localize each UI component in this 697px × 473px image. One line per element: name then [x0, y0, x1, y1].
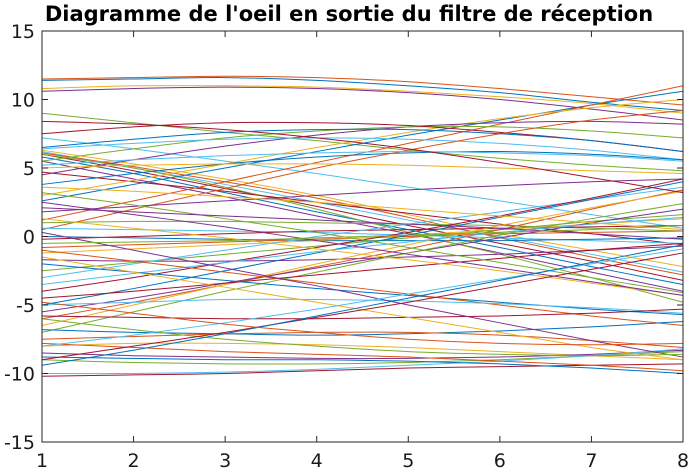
x-tick-label: 2: [128, 450, 140, 472]
eye-trace: [41, 192, 684, 294]
eye-trace: [41, 99, 684, 196]
y-tick-label: 0: [23, 227, 35, 249]
eye-trace: [41, 218, 684, 296]
x-tick-label: 5: [402, 450, 414, 472]
eye-trace: [41, 85, 684, 221]
eye-trace: [41, 356, 684, 374]
eye-trace: [41, 77, 684, 111]
eye-trace: [41, 207, 684, 240]
x-tick-label: 8: [677, 450, 689, 472]
eye-trace: [41, 186, 684, 231]
eye-trace: [41, 151, 684, 185]
eye-trace: [41, 112, 684, 172]
eye-trace: [41, 225, 684, 244]
eye-trace: [41, 178, 684, 292]
eye-trace: [41, 178, 684, 213]
eye-trace: [41, 244, 684, 366]
eye-trace: [41, 227, 684, 244]
eye-trace: [41, 320, 684, 336]
eye-trace: [41, 137, 684, 161]
eye-trace: [41, 349, 684, 360]
y-tick-label: -10: [4, 364, 35, 386]
y-tick-label: 15: [11, 21, 35, 43]
eye-trace: [41, 220, 684, 232]
eye-trace: [41, 236, 684, 242]
eye-trace: [41, 121, 684, 153]
plot-lines: [41, 75, 684, 377]
y-tick-label: -15: [4, 432, 35, 454]
eye-trace: [41, 363, 684, 377]
y-tick-label: 5: [23, 158, 35, 180]
eye-trace: [41, 248, 684, 347]
eye-trace: [41, 75, 684, 106]
eye-trace: [41, 153, 684, 303]
eye-trace: [41, 86, 684, 121]
eye-trace: [41, 263, 684, 316]
eye-trace: [41, 120, 684, 194]
eye-trace: [41, 331, 684, 348]
eye-trace: [41, 125, 684, 162]
axis-ticks: 1 2 3 4 5 6 7 8 -15 -10 -5 0 5 10 15: [4, 21, 689, 472]
eye-trace: [41, 298, 684, 314]
eye-trace: [41, 242, 684, 299]
x-tick-label: 4: [311, 450, 323, 472]
x-tick-label: 3: [219, 450, 231, 472]
eye-trace: [41, 109, 684, 231]
eye-trace: [41, 151, 684, 166]
eye-trace: [41, 137, 684, 229]
eye-trace: [41, 308, 684, 320]
eye-trace: [41, 201, 684, 296]
eye-trace: [41, 163, 684, 174]
eye-trace: [41, 208, 684, 313]
eye-trace: [41, 216, 684, 285]
eye-trace: [41, 348, 684, 375]
eye-trace: [41, 249, 684, 327]
eye-trace: [41, 203, 684, 333]
eye-trace: [41, 342, 684, 372]
x-tick-label: 1: [36, 450, 48, 472]
eye-trace: [41, 301, 684, 346]
eye-trace: [41, 351, 684, 365]
eye-trace: [41, 189, 684, 320]
eye-trace: [41, 318, 684, 357]
x-tick-label: 6: [494, 450, 506, 472]
y-tick-label: -5: [16, 295, 35, 317]
eye-trace: [41, 128, 684, 153]
eye-trace: [41, 85, 684, 114]
eye-trace: [41, 231, 684, 358]
chart-title: Diagramme de l'oeil en sortie du filtre …: [45, 2, 653, 26]
eye-trace: [41, 252, 684, 361]
eye-trace: [41, 181, 684, 306]
eye-trace: [41, 160, 684, 292]
x-tick-label: 7: [585, 450, 597, 472]
y-tick-label: 10: [11, 90, 35, 112]
